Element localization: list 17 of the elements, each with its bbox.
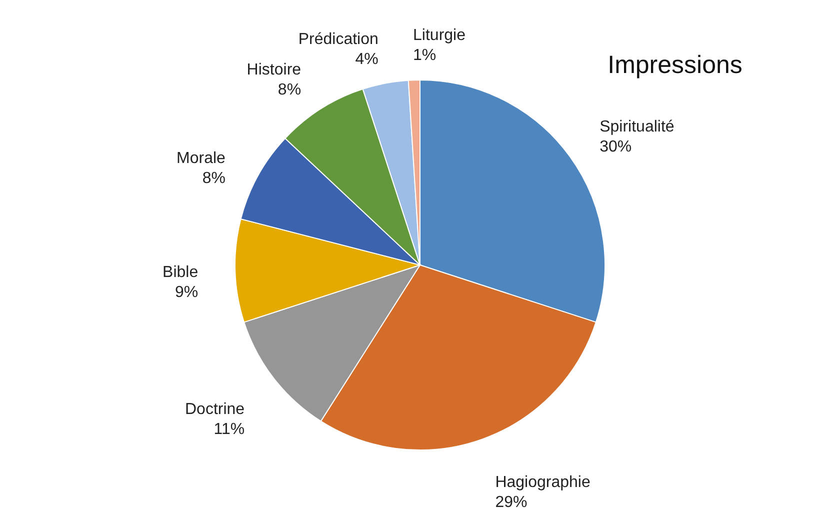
- data-label: 1%: [413, 47, 436, 64]
- slice-label: Spiritualité: [600, 118, 674, 136]
- data-label: 29%: [495, 494, 528, 511]
- text: Impressions: [608, 51, 742, 79]
- data-label: 9%: [174, 284, 198, 301]
- slice-label: Bible: [162, 264, 198, 281]
- data-label: 11%: [214, 421, 245, 438]
- slice-label: Hagiographie: [495, 474, 590, 491]
- slice-label: Morale: [176, 150, 226, 168]
- slice-label: Histoire: [246, 62, 302, 79]
- data-label: 8%: [202, 170, 226, 188]
- slice-label: Prédication: [298, 30, 378, 48]
- slice-label: Doctrine: [185, 401, 245, 418]
- data-label: 8%: [278, 82, 302, 99]
- data-label: 4%: [355, 50, 378, 68]
- data-label: 30%: [600, 138, 632, 156]
- slice-label: Liturgie: [413, 27, 466, 44]
